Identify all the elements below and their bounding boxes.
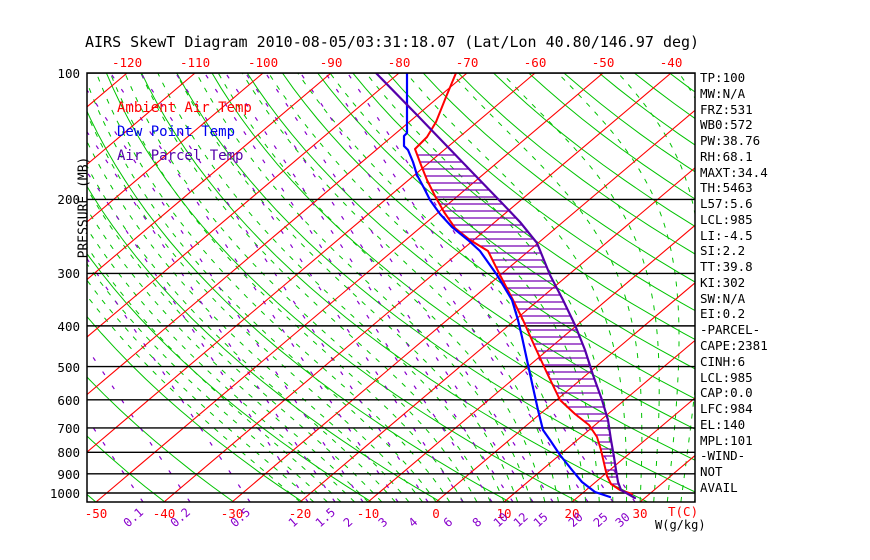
- temp-tick-top-label: -120: [112, 55, 143, 70]
- sounding-stats-panel: TP:100 MW:N/A FRZ:531 WB0:572 PW:38.76 RH:68.…: [700, 70, 868, 496]
- temp-tick-bottom-label: 10: [496, 506, 512, 521]
- stat-line: EI:0.2: [700, 306, 746, 322]
- temp-tick-bottom-label: -40: [152, 506, 176, 521]
- stat-line: MW:N/A: [700, 85, 746, 101]
- temp-tick-bottom-label: -10: [356, 506, 380, 521]
- stat-line: CINH:6: [700, 353, 746, 369]
- stat-line: LI:-4.5: [700, 227, 753, 243]
- temp-tick-bottom-label: -30: [220, 506, 244, 521]
- temp-tick-top-label: -100: [248, 55, 279, 70]
- stat-line: -WIND-: [700, 448, 746, 464]
- pressure-gridlines: [87, 73, 695, 494]
- stat-line: L57:5.6: [700, 196, 753, 212]
- stat-line: KI:302: [700, 274, 746, 290]
- stat-line: LCL:985: [700, 211, 753, 227]
- legend-air-parcel-temp: Air Parcel Temp: [117, 148, 244, 164]
- stat-line: EL:140: [700, 416, 746, 432]
- stat-line: FRZ:531: [700, 101, 753, 117]
- temp-tick-top-label: -70: [455, 55, 479, 70]
- mixing-unit-label: W(g/kg): [655, 518, 706, 532]
- temp-tick-bottom-label: -20: [288, 506, 312, 521]
- temp-tick-top-label: -110: [180, 55, 211, 70]
- stat-line: AVAIL: [700, 479, 738, 495]
- stat-line: SW:N/A: [700, 290, 746, 306]
- stat-line: CAP:0.0: [700, 385, 753, 401]
- stat-line: CAPE:2381: [700, 338, 768, 354]
- pressure-axis-label: PRESSURE (MB): [76, 156, 92, 259]
- temp-tick-top-label: -40: [659, 55, 683, 70]
- temp-tick-top-label: -60: [523, 55, 547, 70]
- pressure-tick-label: 300: [57, 266, 80, 282]
- pressure-tick-label: 500: [57, 359, 80, 375]
- pressure-tick-label: 200: [57, 192, 80, 208]
- stat-line: RH:68.1: [700, 148, 753, 164]
- stat-line: SI:2.2: [700, 243, 746, 259]
- temp-tick-bottom-label: 30: [632, 506, 648, 521]
- temp-tick-bottom-label: -50: [84, 506, 108, 521]
- pressure-tick-label: 1000: [49, 486, 80, 501]
- stat-line: TP:100: [700, 70, 746, 85]
- temp-tick-bottom-label: 0: [432, 506, 440, 521]
- temp-tick-top-label: -80: [387, 55, 411, 70]
- temp-tick-top-label: -90: [319, 55, 343, 70]
- dewpoint-curve: [402, 73, 612, 499]
- mixing-ratio-lines: [87, 73, 636, 502]
- stat-line: MAXT:34.4: [700, 164, 768, 180]
- temp-tick-bottom-label: 20: [564, 506, 580, 521]
- chart-title: AIRS SkewT Diagram 2010-08-05/03:31:18.0…: [85, 33, 700, 51]
- stat-line: -PARCEL-: [700, 322, 761, 338]
- temp-tick-top-label: -50: [591, 55, 615, 70]
- pressure-tick-label: 700: [57, 420, 80, 436]
- legend-ambient-air-temp: Ambient Air Temp: [117, 100, 252, 116]
- stat-line: PW:38.76: [700, 133, 761, 149]
- legend-dew-point-temp: Dew Point Temp: [117, 124, 236, 140]
- pressure-tick-label: 400: [57, 318, 80, 334]
- stat-line: LFC:984: [700, 401, 753, 417]
- pressure-tick-label: 800: [57, 445, 80, 461]
- stat-line: TH:5463: [700, 180, 753, 196]
- stat-line: TT:39.8: [700, 259, 753, 275]
- stat-line: MPL:101: [700, 432, 753, 448]
- parcel-curve: [374, 73, 637, 500]
- pressure-tick-label: 600: [57, 392, 80, 408]
- stat-line: NOT: [700, 464, 723, 480]
- plot-border: [86, 72, 696, 503]
- pressure-tick-label: 100: [57, 66, 80, 81]
- stat-line: WB0:572: [700, 117, 753, 133]
- cape-hatching: [417, 154, 619, 485]
- stat-line: LCL:985: [700, 369, 753, 385]
- pressure-tick-label: 900: [57, 466, 80, 482]
- temp-unit-label: T(C): [668, 504, 699, 519]
